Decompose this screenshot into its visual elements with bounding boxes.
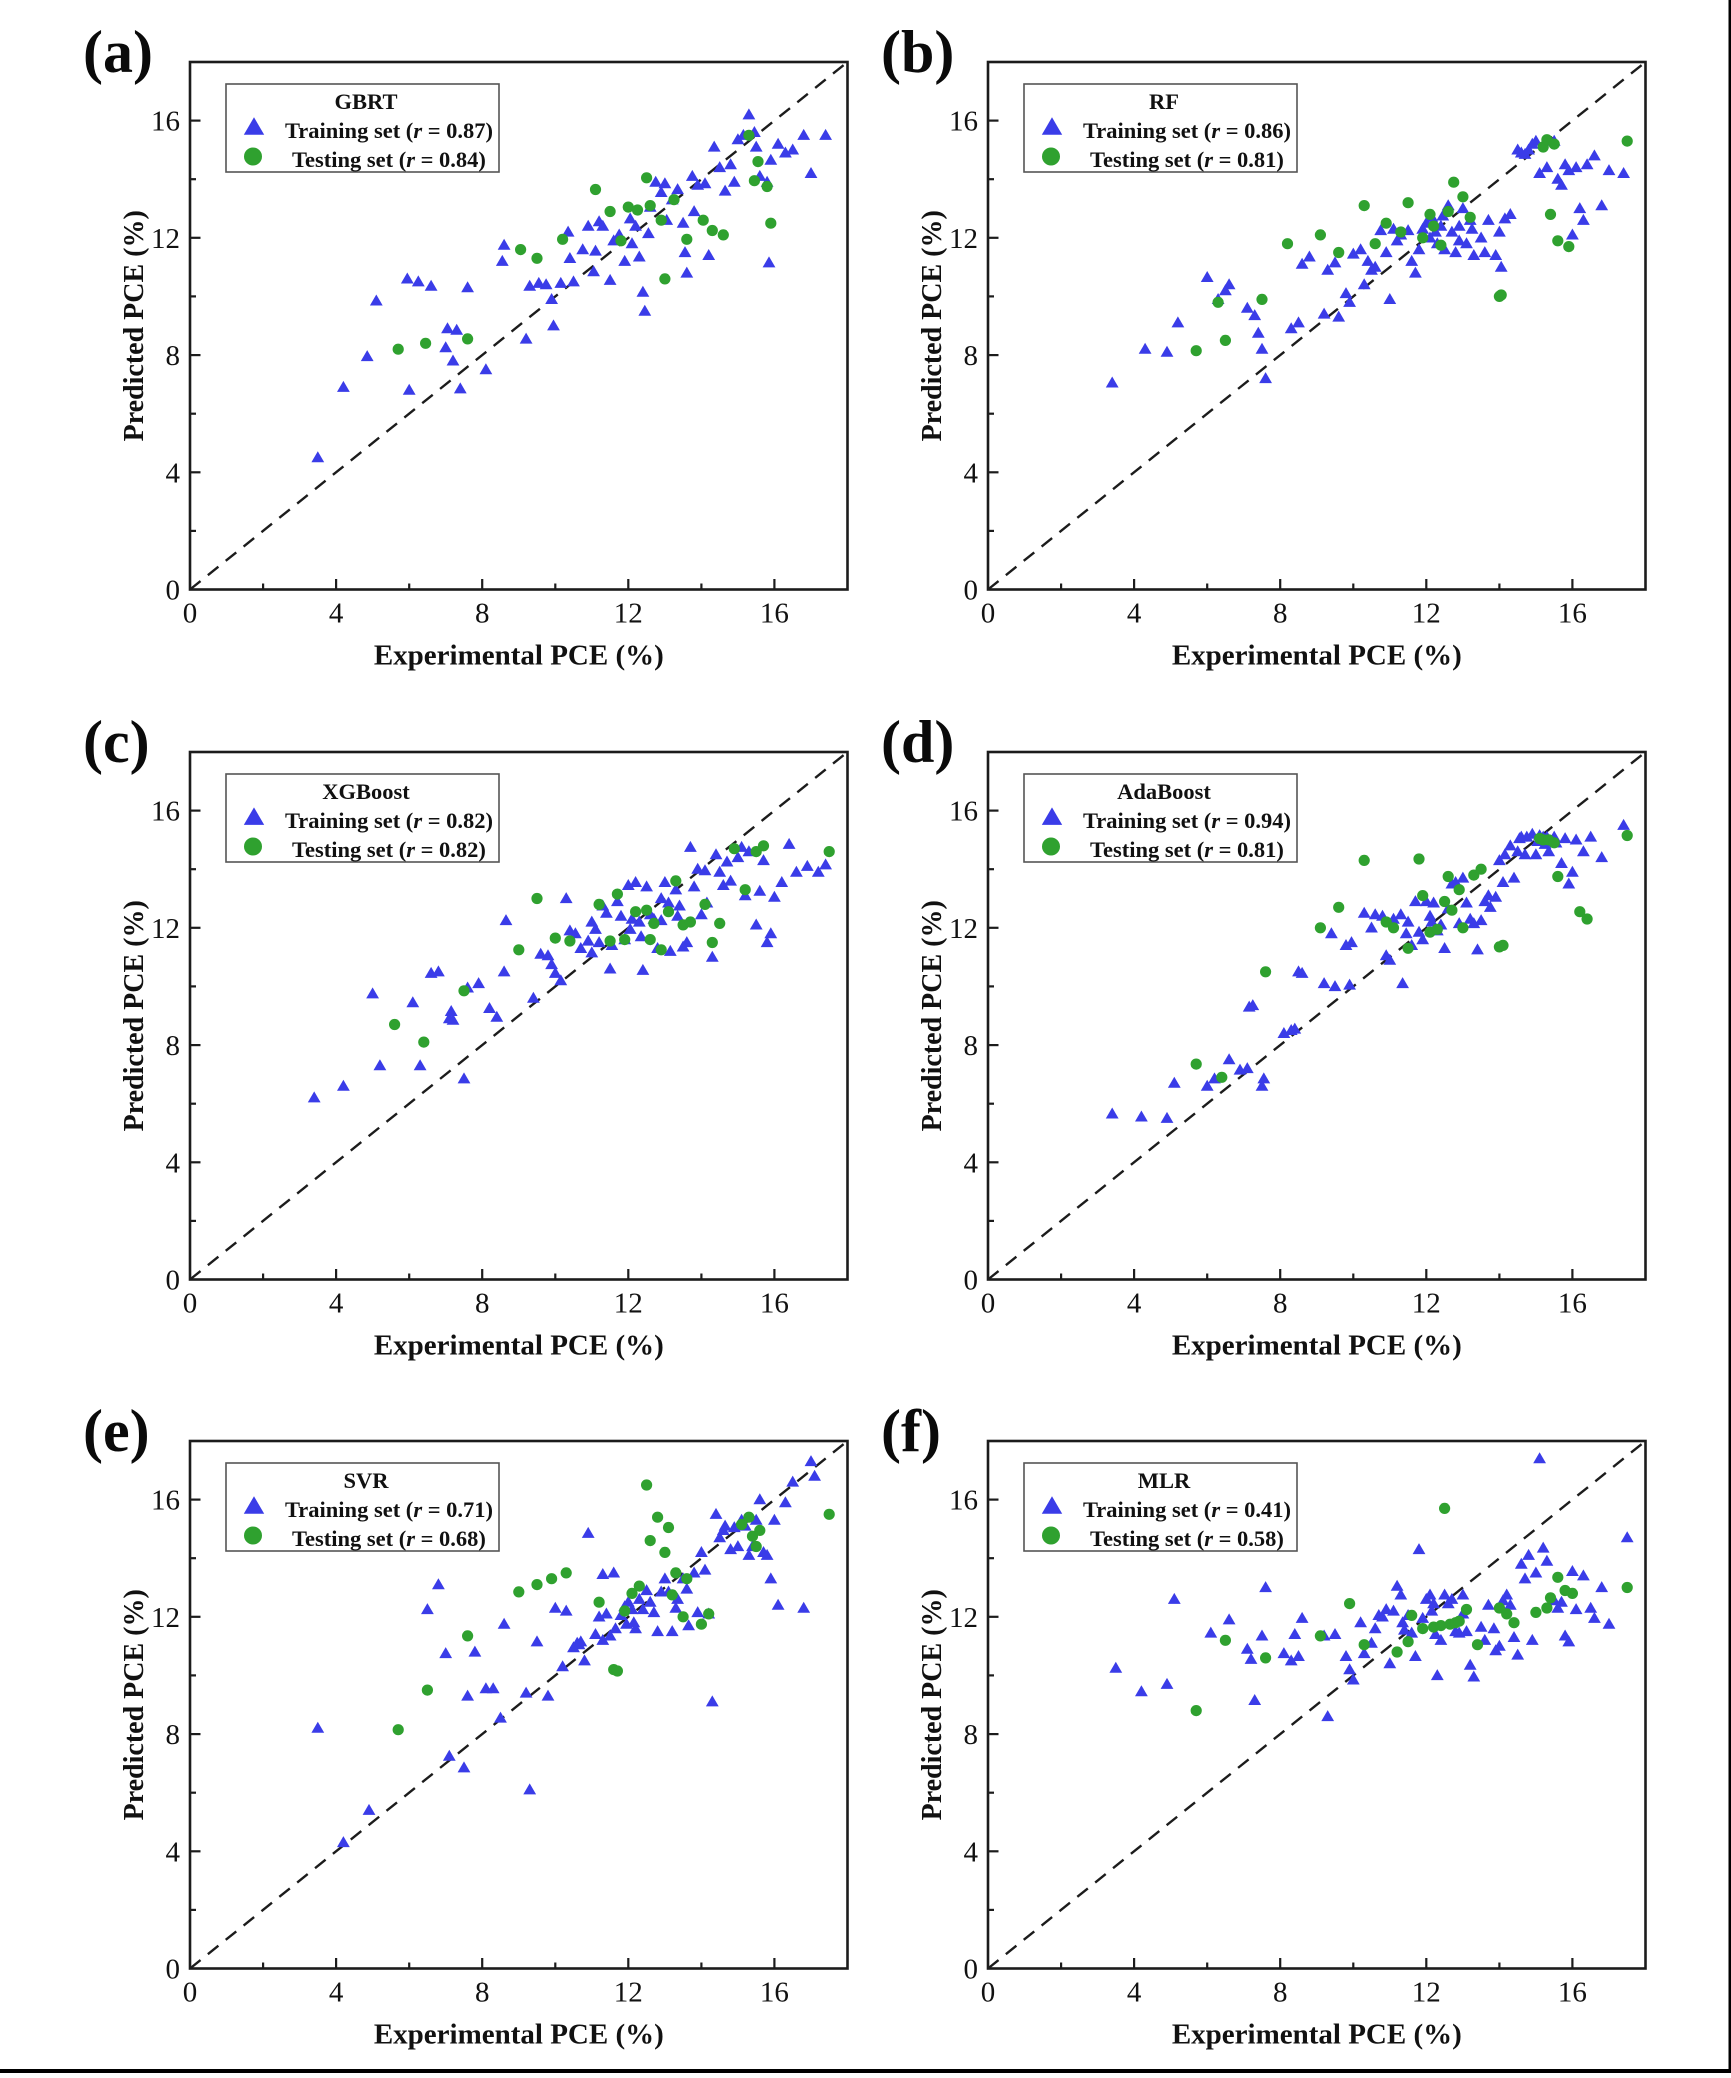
svg-text:0: 0	[981, 598, 996, 630]
svg-text:Training set (r = 0.82): Training set (r = 0.82)	[285, 808, 493, 833]
svg-text:16: 16	[151, 106, 180, 138]
svg-text:12: 12	[151, 223, 180, 255]
svg-text:0: 0	[183, 598, 198, 630]
svg-text:8: 8	[1273, 1288, 1288, 1320]
svg-text:12: 12	[151, 1602, 180, 1634]
svg-text:4: 4	[166, 457, 181, 489]
svg-text:16: 16	[949, 106, 978, 138]
svg-text:8: 8	[964, 1719, 979, 1751]
svg-text:(f): (f)	[881, 1398, 941, 1464]
svg-text:4: 4	[964, 457, 979, 489]
svg-text:Training set (r = 0.71): Training set (r = 0.71)	[285, 1497, 493, 1522]
svg-text:12: 12	[1412, 1288, 1441, 1320]
svg-text:16: 16	[1558, 1288, 1587, 1320]
svg-text:0: 0	[964, 1265, 979, 1297]
svg-text:16: 16	[151, 1485, 180, 1517]
svg-text:Testing set (r = 0.58): Testing set (r = 0.58)	[1090, 1526, 1284, 1551]
svg-text:Predicted PCE (%): Predicted PCE (%)	[917, 210, 948, 441]
svg-text:Experimental PCE (%): Experimental PCE (%)	[374, 1330, 664, 1362]
svg-text:SVR: SVR	[343, 1468, 389, 1493]
svg-text:0: 0	[964, 575, 979, 607]
svg-text:8: 8	[964, 340, 979, 372]
svg-text:8: 8	[964, 1030, 979, 1062]
svg-text:(c): (c)	[83, 709, 150, 775]
svg-text:(a): (a)	[83, 19, 153, 85]
svg-text:16: 16	[760, 598, 789, 630]
svg-text:Predicted PCE (%): Predicted PCE (%)	[917, 1589, 948, 1820]
svg-text:GBRT: GBRT	[335, 89, 398, 114]
svg-text:0: 0	[166, 1265, 181, 1297]
svg-text:8: 8	[166, 1719, 181, 1751]
svg-text:12: 12	[151, 913, 180, 945]
svg-text:Predicted PCE (%): Predicted PCE (%)	[917, 900, 948, 1131]
svg-text:(b): (b)	[881, 19, 954, 85]
svg-text:12: 12	[1412, 598, 1441, 630]
svg-text:RF: RF	[1149, 89, 1179, 114]
svg-text:16: 16	[1558, 598, 1587, 630]
svg-text:12: 12	[614, 1288, 643, 1320]
svg-text:Experimental PCE (%): Experimental PCE (%)	[374, 640, 664, 672]
svg-text:0: 0	[166, 575, 181, 607]
svg-text:0: 0	[183, 1977, 198, 2009]
svg-text:4: 4	[1127, 1288, 1142, 1320]
svg-text:8: 8	[475, 1288, 490, 1320]
svg-text:8: 8	[166, 1030, 181, 1062]
svg-text:Testing set (r = 0.68): Testing set (r = 0.68)	[292, 1526, 486, 1551]
svg-text:12: 12	[614, 598, 643, 630]
svg-text:Predicted PCE (%): Predicted PCE (%)	[119, 900, 150, 1131]
svg-text:12: 12	[614, 1977, 643, 2009]
svg-text:Predicted PCE (%): Predicted PCE (%)	[119, 210, 150, 441]
svg-text:Training set (r = 0.86): Training set (r = 0.86)	[1083, 118, 1291, 143]
svg-text:4: 4	[166, 1147, 181, 1179]
svg-text:8: 8	[475, 598, 490, 630]
svg-text:8: 8	[166, 340, 181, 372]
svg-text:Predicted PCE (%): Predicted PCE (%)	[119, 1589, 150, 1820]
svg-text:Experimental PCE (%): Experimental PCE (%)	[1172, 2019, 1462, 2051]
svg-text:Testing set (r = 0.81): Testing set (r = 0.81)	[1090, 147, 1284, 172]
svg-text:4: 4	[329, 1977, 344, 2009]
svg-text:Experimental PCE (%): Experimental PCE (%)	[1172, 640, 1462, 672]
svg-text:Testing set (r = 0.81): Testing set (r = 0.81)	[1090, 837, 1284, 862]
svg-text:Training set (r = 0.41): Training set (r = 0.41)	[1083, 1497, 1291, 1522]
svg-text:4: 4	[964, 1147, 979, 1179]
svg-text:12: 12	[949, 913, 978, 945]
svg-text:4: 4	[166, 1836, 181, 1868]
svg-text:4: 4	[964, 1836, 979, 1868]
svg-text:0: 0	[183, 1288, 198, 1320]
svg-text:8: 8	[475, 1977, 490, 2009]
svg-text:Experimental PCE (%): Experimental PCE (%)	[374, 2019, 664, 2051]
svg-text:(e): (e)	[83, 1398, 150, 1464]
svg-text:4: 4	[1127, 598, 1142, 630]
svg-text:0: 0	[981, 1977, 996, 2009]
svg-text:AdaBoost: AdaBoost	[1117, 779, 1211, 804]
svg-text:Testing set (r = 0.82): Testing set (r = 0.82)	[292, 837, 486, 862]
svg-text:4: 4	[329, 1288, 344, 1320]
svg-text:16: 16	[949, 796, 978, 828]
svg-text:Training set (r = 0.94): Training set (r = 0.94)	[1083, 808, 1291, 833]
svg-text:8: 8	[1273, 598, 1288, 630]
svg-text:16: 16	[760, 1977, 789, 2009]
svg-text:16: 16	[949, 1485, 978, 1517]
svg-text:0: 0	[981, 1288, 996, 1320]
svg-text:16: 16	[760, 1288, 789, 1320]
svg-text:MLR: MLR	[1138, 1468, 1191, 1493]
svg-text:Experimental PCE (%): Experimental PCE (%)	[1172, 1330, 1462, 1362]
svg-text:Training set (r = 0.87): Training set (r = 0.87)	[285, 118, 493, 143]
svg-text:16: 16	[1558, 1977, 1587, 2009]
svg-text:12: 12	[949, 1602, 978, 1634]
svg-text:XGBoost: XGBoost	[322, 779, 410, 804]
svg-text:0: 0	[166, 1954, 181, 1986]
svg-text:16: 16	[151, 796, 180, 828]
svg-text:4: 4	[1127, 1977, 1142, 2009]
svg-text:Testing set (r = 0.84): Testing set (r = 0.84)	[292, 147, 486, 172]
svg-text:8: 8	[1273, 1977, 1288, 2009]
svg-text:(d): (d)	[881, 709, 954, 775]
svg-text:0: 0	[964, 1954, 979, 1986]
svg-text:12: 12	[949, 223, 978, 255]
svg-text:4: 4	[329, 598, 344, 630]
svg-text:12: 12	[1412, 1977, 1441, 2009]
